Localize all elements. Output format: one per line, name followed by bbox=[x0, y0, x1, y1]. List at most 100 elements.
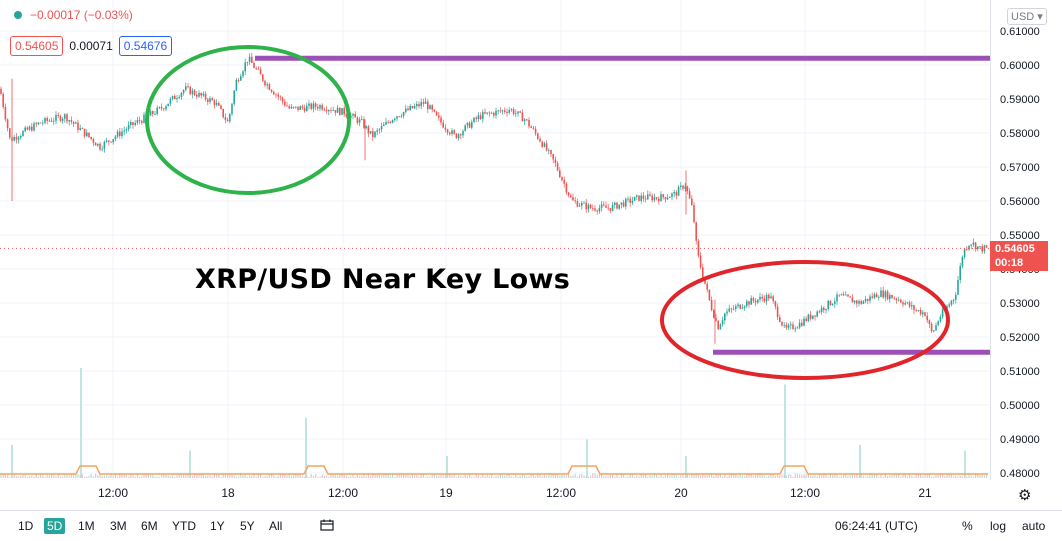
volume-bar bbox=[422, 474, 424, 478]
chart-area[interactable] bbox=[0, 0, 990, 480]
volume-bar bbox=[785, 475, 787, 478]
candle-body bbox=[545, 143, 548, 151]
candle-body bbox=[803, 318, 805, 326]
candle-body bbox=[473, 117, 475, 123]
volume-bar bbox=[818, 473, 820, 478]
volume-bar bbox=[515, 473, 517, 478]
candle-body bbox=[930, 323, 933, 332]
candle-body bbox=[81, 128, 84, 129]
candle-body bbox=[356, 117, 359, 123]
volume-bar bbox=[636, 475, 638, 478]
volume-bar bbox=[928, 473, 930, 478]
volume-bar bbox=[722, 476, 724, 478]
candle-body bbox=[908, 302, 911, 307]
volume-bar bbox=[150, 475, 152, 478]
volume-bar bbox=[805, 474, 807, 478]
currency-selector[interactable]: USD ▾ bbox=[1007, 8, 1047, 25]
volume-bar bbox=[957, 476, 959, 478]
candle-body bbox=[913, 305, 915, 311]
utc-clock[interactable]: 06:24:41 (UTC) bbox=[835, 519, 918, 533]
log-toggle[interactable]: log bbox=[990, 519, 1007, 533]
volume-bar bbox=[64, 474, 66, 478]
candle-body bbox=[596, 210, 598, 212]
volume-bar bbox=[983, 475, 985, 478]
candle-body bbox=[550, 150, 552, 155]
volume-bar bbox=[121, 473, 123, 478]
volume-bar bbox=[277, 475, 279, 478]
timeframe-all[interactable]: All bbox=[269, 519, 283, 533]
price-axis[interactable]: 0.61000 0.60000 0.59000 0.58000 0.57000 0.560… bbox=[990, 0, 1062, 480]
candle-body bbox=[783, 324, 785, 326]
volume-bar bbox=[557, 474, 559, 478]
volume-bar bbox=[35, 474, 37, 478]
candle-body bbox=[22, 131, 24, 137]
volume-bar bbox=[466, 476, 468, 478]
volume-bar bbox=[480, 476, 482, 478]
candle-body bbox=[977, 246, 979, 250]
candle-body bbox=[517, 111, 519, 114]
candle-body bbox=[114, 136, 117, 140]
candle-body bbox=[869, 296, 871, 301]
volume-bar bbox=[196, 474, 198, 478]
candle-body bbox=[317, 106, 319, 109]
volume-bar bbox=[539, 473, 541, 478]
timeframe-1d[interactable]: 1D bbox=[18, 519, 34, 533]
candle-body bbox=[248, 56, 251, 62]
time-axis[interactable]: 12:00 18 12:00 19 12:00 20 12:00 21 bbox=[0, 486, 990, 502]
volume-bar bbox=[293, 473, 295, 478]
volume-bar bbox=[46, 475, 48, 478]
candle-body bbox=[748, 301, 750, 305]
candle-body bbox=[213, 100, 216, 105]
candle-body bbox=[424, 101, 427, 104]
timeframe-5d[interactable]: 5D bbox=[44, 518, 66, 534]
timeframe-1m[interactable]: 1M bbox=[78, 519, 95, 533]
timeframe-6m[interactable]: 6M bbox=[141, 519, 158, 533]
candle-body bbox=[97, 143, 99, 146]
volume-bar bbox=[807, 473, 809, 478]
candle-body bbox=[677, 186, 680, 196]
timeframe-ytd[interactable]: YTD bbox=[172, 519, 196, 533]
volume-bar bbox=[950, 474, 952, 478]
ask-price[interactable]: 0.54676 bbox=[118, 36, 173, 56]
candle-body bbox=[823, 307, 825, 311]
volume-bar bbox=[257, 473, 259, 478]
calendar-range-icon[interactable] bbox=[320, 519, 334, 531]
volume-bar bbox=[625, 476, 627, 478]
auto-toggle[interactable]: auto bbox=[1022, 519, 1046, 533]
timeframe-5y[interactable]: 5Y bbox=[240, 519, 255, 533]
volume-bar bbox=[546, 475, 548, 478]
volume-bar bbox=[381, 475, 383, 478]
volume-bar bbox=[627, 476, 629, 478]
volume-bar bbox=[378, 474, 380, 478]
green-circle-highlight bbox=[145, 45, 351, 195]
volume-bar bbox=[374, 474, 376, 478]
candle-body bbox=[101, 148, 103, 150]
gear-icon[interactable]: ⚙ bbox=[1018, 487, 1032, 504]
volume-bar bbox=[156, 476, 158, 478]
candle-body bbox=[466, 122, 469, 126]
volume-bar bbox=[902, 474, 904, 478]
bid-price[interactable]: 0.54605 bbox=[10, 36, 64, 56]
candle-body bbox=[772, 296, 774, 302]
candle-body bbox=[708, 289, 711, 301]
candle-body bbox=[851, 297, 854, 303]
timeframe-1y[interactable]: 1Y bbox=[210, 519, 225, 533]
volume-bar bbox=[961, 476, 963, 478]
volume-bar bbox=[812, 475, 814, 478]
volume-bar bbox=[81, 474, 83, 478]
candle-body bbox=[220, 105, 222, 109]
candle-body bbox=[90, 137, 92, 139]
timeframe-3m[interactable]: 3M bbox=[110, 519, 127, 533]
candle-body bbox=[46, 118, 48, 121]
price-chart[interactable] bbox=[0, 0, 990, 480]
volume-bar bbox=[185, 475, 187, 478]
candle-body bbox=[367, 126, 370, 134]
candle-body bbox=[341, 108, 343, 115]
volume-bar bbox=[662, 476, 664, 478]
volume-bar bbox=[295, 473, 297, 478]
candle-body bbox=[226, 119, 229, 122]
candle-body bbox=[429, 105, 431, 110]
percent-toggle[interactable]: % bbox=[962, 519, 973, 533]
candle-body bbox=[787, 325, 790, 328]
volume-bar bbox=[737, 475, 739, 478]
